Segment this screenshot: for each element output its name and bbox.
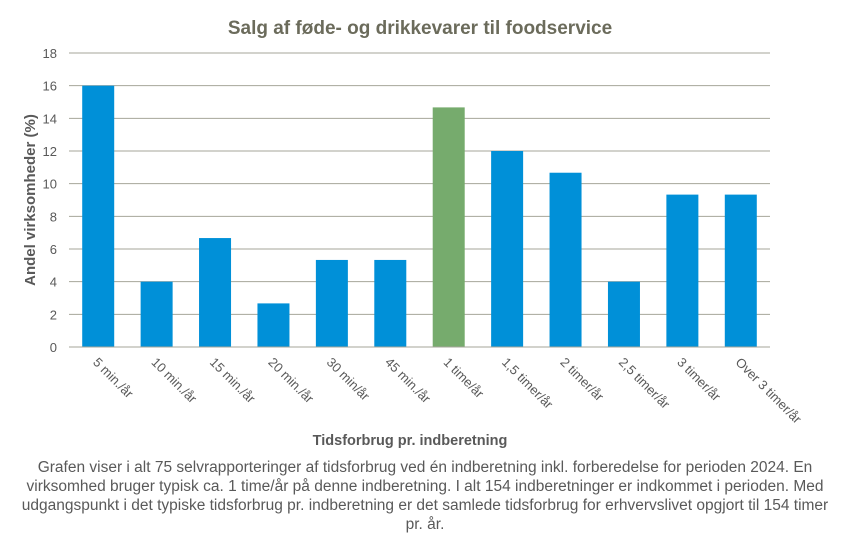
y-tick-label: 4 <box>50 275 57 290</box>
bar <box>257 303 290 347</box>
y-tick-label: 0 <box>50 340 57 355</box>
x-tick-label: 20 min./år <box>265 355 317 407</box>
bar <box>607 281 640 347</box>
bars <box>69 85 770 348</box>
x-tick-label: 30 min/år <box>324 355 373 404</box>
bar <box>549 172 582 347</box>
x-tick-label: 1 time/år <box>441 355 488 402</box>
x-tick-label: 5 min./år <box>90 355 137 402</box>
y-axis-label: Andel virksomheder (%) <box>22 114 39 286</box>
bar <box>724 194 757 347</box>
x-axis-label: Tidsforbrug pr. indberetning <box>313 433 508 449</box>
y-tick-label: 6 <box>50 242 57 257</box>
y-tick-label: 14 <box>43 111 57 126</box>
bar <box>666 194 699 347</box>
bar-chart: Salg af føde- og drikkevarer til foodser… <box>22 18 805 449</box>
bar <box>374 259 407 347</box>
chart-title: Salg af føde- og drikkevarer til foodser… <box>228 18 612 39</box>
x-axis-ticks: 5 min./år 10 min./år 15 min./år 20 min./år 3… <box>90 355 805 427</box>
bar <box>432 107 465 347</box>
x-tick-label: Over 3 timer/år <box>733 355 805 427</box>
bar <box>140 281 173 347</box>
x-tick-label: 2 timer/år <box>557 355 607 405</box>
x-tick-label: 10 min./år <box>149 355 201 407</box>
x-tick-label: 15 min./år <box>207 355 259 407</box>
y-tick-label: 18 <box>43 46 57 61</box>
bar <box>82 85 115 348</box>
y-tick-label: 2 <box>50 307 57 322</box>
bar <box>199 238 232 347</box>
y-tick-label: 12 <box>43 144 57 159</box>
x-tick-label: 45 min./år <box>382 355 434 407</box>
bar <box>315 259 348 347</box>
chart-caption: Grafen viser i alt 75 selvrapporteringer… <box>21 459 829 533</box>
y-tick-label: 16 <box>43 79 57 94</box>
bar <box>491 151 524 347</box>
y-axis-ticks: 0 2 4 6 8 10 12 14 16 18 <box>43 46 57 355</box>
x-tick-label: 1,5 timer/år <box>499 355 557 413</box>
y-tick-label: 10 <box>43 177 57 192</box>
x-tick-label: 2,5 timer/år <box>616 355 674 413</box>
y-tick-label: 8 <box>50 209 57 224</box>
gridlines <box>69 52 770 348</box>
x-tick-label: 3 timer/år <box>674 355 724 405</box>
